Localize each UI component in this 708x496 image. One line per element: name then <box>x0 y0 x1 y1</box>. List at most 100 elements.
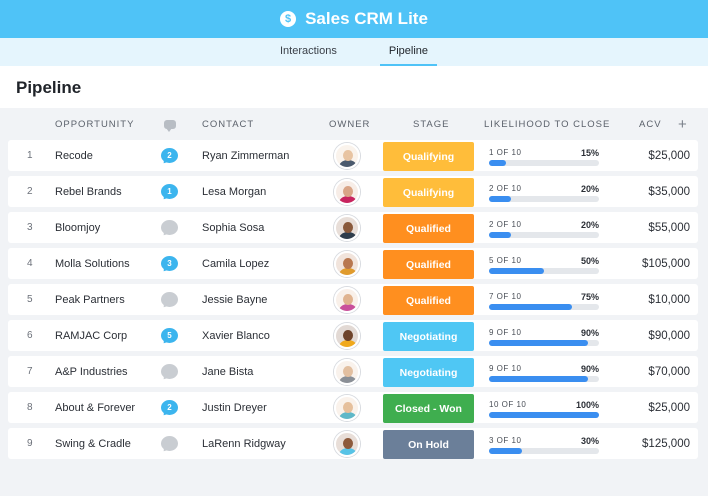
column-header-stage[interactable]: STAGE <box>413 118 450 130</box>
table-row[interactable]: 9 Swing & Cradle LaRenn Ridgway On Hold … <box>8 428 698 459</box>
comment-count-badge[interactable]: 1 <box>161 184 178 199</box>
column-header-acv[interactable]: ACV <box>639 118 662 130</box>
stage-badge[interactable]: Qualifying <box>383 142 474 171</box>
owner-cell[interactable] <box>334 284 360 315</box>
opportunity-name[interactable]: Bloomjoy <box>55 221 101 234</box>
opportunity-name[interactable]: Molla Solutions <box>55 257 130 270</box>
contact-name[interactable]: Jane Bista <box>202 365 254 378</box>
stage-badge[interactable]: Negotiating <box>383 322 474 351</box>
table-row[interactable]: 2 Rebel Brands 1 Lesa Morgan Qualifying … <box>8 176 698 207</box>
stage-badge[interactable]: Qualified <box>383 214 474 243</box>
avatar-face <box>343 365 353 377</box>
owner-cell[interactable] <box>334 140 360 171</box>
pipeline-table: OPPORTUNITY CONTACT OWNER STAGE LIKELIHO… <box>0 108 708 496</box>
stage-badge[interactable]: Closed - Won <box>383 394 474 423</box>
contact-name[interactable]: Xavier Blanco <box>202 329 270 342</box>
owner-cell[interactable] <box>334 212 360 243</box>
likelihood-percent: 75% <box>580 292 599 302</box>
opportunity-name[interactable]: Swing & Cradle <box>55 437 131 450</box>
likelihood-cell: 5 OF 10 50% <box>489 248 599 279</box>
comment-empty-icon[interactable] <box>161 292 178 307</box>
owner-avatar[interactable] <box>334 142 360 169</box>
opportunity-name[interactable]: Rebel Brands <box>55 185 122 198</box>
owner-cell[interactable] <box>334 428 360 459</box>
owner-avatar[interactable] <box>334 430 360 457</box>
column-header-likelihood[interactable]: LIKELIHOOD TO CLOSE <box>484 118 611 130</box>
avatar-face <box>343 185 353 197</box>
comments-cell[interactable] <box>161 284 178 315</box>
owner-avatar[interactable] <box>334 322 360 349</box>
comments-cell[interactable]: 5 <box>161 320 178 351</box>
contact-name[interactable]: Ryan Zimmerman <box>202 149 290 162</box>
likelihood-cell: 7 OF 10 75% <box>489 284 599 315</box>
comments-cell[interactable] <box>161 212 178 243</box>
comment-count-badge[interactable]: 2 <box>161 400 178 415</box>
owner-cell[interactable] <box>334 320 360 351</box>
comment-empty-icon[interactable] <box>161 220 178 235</box>
table-row[interactable]: 7 A&P Industries Jane Bista Negotiating … <box>8 356 698 387</box>
owner-cell[interactable] <box>334 356 360 387</box>
row-number: 9 <box>27 438 33 449</box>
owner-cell[interactable] <box>334 176 360 207</box>
comment-count-badge[interactable]: 5 <box>161 328 178 343</box>
column-header-comments[interactable] <box>164 108 176 140</box>
comments-cell[interactable] <box>161 356 178 387</box>
stage-badge[interactable]: On Hold <box>383 430 474 459</box>
stage-badge[interactable]: Qualified <box>383 286 474 315</box>
column-header-opportunity[interactable]: OPPORTUNITY <box>55 118 135 130</box>
stage-badge[interactable]: Qualified <box>383 250 474 279</box>
comment-empty-icon[interactable] <box>161 436 178 451</box>
comments-cell[interactable]: 2 <box>161 392 178 423</box>
comments-cell[interactable]: 3 <box>161 248 178 279</box>
table-row[interactable]: 8 About & Forever 2 Justin Dreyer Closed… <box>8 392 698 423</box>
likelihood-percent: 100% <box>575 400 599 410</box>
owner-avatar[interactable] <box>334 178 360 205</box>
table-row[interactable]: 5 Peak Partners Jessie Bayne Qualified 7… <box>8 284 698 315</box>
contact-name[interactable]: Camila Lopez <box>202 257 270 270</box>
column-header-owner[interactable]: OWNER <box>329 118 371 130</box>
likelihood-cell: 2 OF 10 20% <box>489 212 599 243</box>
contact-name[interactable]: Lesa Morgan <box>202 185 267 198</box>
column-header-contact[interactable]: CONTACT <box>202 118 255 130</box>
stage-badge[interactable]: Negotiating <box>383 358 474 387</box>
contact-name[interactable]: Sophia Sosa <box>202 221 265 234</box>
acv-value: $25,000 <box>648 401 690 414</box>
owner-cell[interactable] <box>334 248 360 279</box>
table-row[interactable]: 4 Molla Solutions 3 Camila Lopez Qualifi… <box>8 248 698 279</box>
table-row[interactable]: 3 Bloomjoy Sophia Sosa Qualified 2 OF 10… <box>8 212 698 243</box>
stage-badge[interactable]: Qualifying <box>383 178 474 207</box>
comments-cell[interactable] <box>161 428 178 459</box>
tab-bar: Interactions Pipeline <box>0 38 708 66</box>
avatar-face <box>343 221 353 233</box>
opportunity-name[interactable]: About & Forever <box>55 401 136 414</box>
likelihood-percent: 90% <box>580 364 599 374</box>
comment-count-badge[interactable]: 2 <box>161 148 178 163</box>
table-row[interactable]: 6 RAMJAC Corp 5 Xavier Blanco Negotiatin… <box>8 320 698 351</box>
comments-cell[interactable]: 2 <box>161 140 178 171</box>
owner-avatar[interactable] <box>334 394 360 421</box>
owner-cell[interactable] <box>334 392 360 423</box>
owner-avatar[interactable] <box>334 214 360 241</box>
comment-count-badge[interactable]: 3 <box>161 256 178 271</box>
add-column-button[interactable]: + <box>678 115 687 133</box>
comment-empty-icon[interactable] <box>161 364 178 379</box>
row-number: 4 <box>27 258 33 269</box>
likelihood-progress-track <box>489 376 599 382</box>
likelihood-progress-track <box>489 196 599 202</box>
opportunity-name[interactable]: Recode <box>55 149 93 162</box>
tab-interactions[interactable]: Interactions <box>279 45 337 57</box>
owner-avatar[interactable] <box>334 250 360 277</box>
contact-name[interactable]: Justin Dreyer <box>202 401 267 414</box>
comments-cell[interactable]: 1 <box>161 176 178 207</box>
contact-name[interactable]: Jessie Bayne <box>202 293 268 306</box>
opportunity-name[interactable]: RAMJAC Corp <box>55 329 128 342</box>
opportunity-name[interactable]: Peak Partners <box>55 293 125 306</box>
avatar-body <box>339 231 357 239</box>
owner-avatar[interactable] <box>334 358 360 385</box>
tab-pipeline[interactable]: Pipeline <box>379 38 437 66</box>
table-row[interactable]: 1 Recode 2 Ryan Zimmerman Qualifying 1 O… <box>8 140 698 171</box>
row-number: 2 <box>27 186 33 197</box>
owner-avatar[interactable] <box>334 286 360 313</box>
opportunity-name[interactable]: A&P Industries <box>55 365 128 378</box>
contact-name[interactable]: LaRenn Ridgway <box>202 437 286 450</box>
